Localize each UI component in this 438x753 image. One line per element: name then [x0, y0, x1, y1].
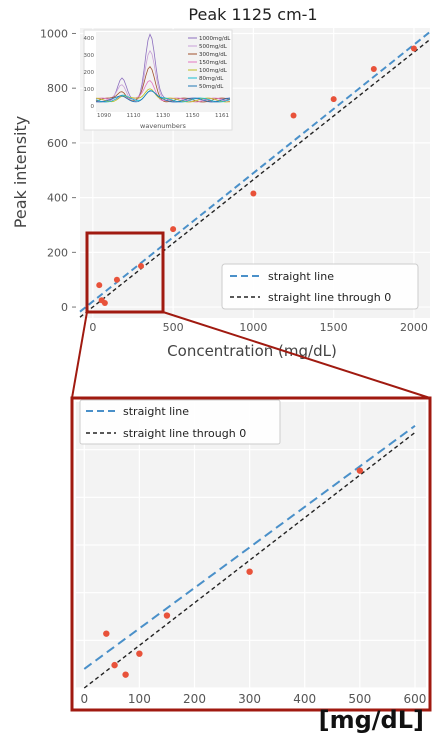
zoom-tick-labels: 0 100 200 300 400 500 600 — [80, 692, 426, 706]
inset-tick-labels: 1090 1110 1130 1150 1161 400 300 200 100 0 — [84, 36, 230, 119]
zoom-connector-left — [71, 311, 88, 399]
main-y-tick-label: 800 — [47, 82, 68, 95]
main-legend-label-through-zero: straight line through 0 — [268, 291, 391, 304]
inset-y-tick-label: 0 — [91, 104, 95, 110]
zoom-data-point — [136, 650, 143, 657]
inset-x-tick-label: 1161 — [215, 113, 229, 119]
main-data-point — [250, 190, 257, 197]
inset-legend-label: 150mg/dL — [199, 60, 228, 66]
zoom-legend: straight line straight line through 0 — [79, 399, 281, 445]
main-data-points — [96, 45, 417, 306]
inset-x-tick-label: 1090 — [97, 113, 111, 119]
zoom-fit-lines — [83, 425, 416, 689]
main-straight-line — [79, 31, 431, 313]
inset-spectrum-curve — [95, 90, 231, 103]
zoom-x-tick-label: 400 — [293, 692, 316, 706]
inset-legend: 1000mg/dL 500mg/dL 300mg/dL 150mg/dL 100mg/d… — [188, 36, 231, 90]
inset-x-tick-label: 1150 — [186, 113, 200, 119]
inset-spectrum-curve — [95, 90, 231, 103]
main-x-tick-label: 0 — [89, 321, 96, 334]
main-y-tick-label: 1000 — [40, 27, 68, 40]
zoom-data-point — [246, 568, 253, 575]
inset-spectrum-curve — [95, 33, 231, 103]
main-data-point — [410, 45, 417, 52]
inset-legend-label: 1000mg/dL — [199, 36, 231, 42]
zoom-unit-label: [mg/dL] — [318, 706, 424, 734]
main-x-axis-label: Concentration (mg/dL) — [167, 342, 337, 360]
inset-legend-label: 80mg/dL — [199, 76, 224, 82]
main-data-point — [170, 226, 177, 233]
inset-legend-label: 500mg/dL — [199, 44, 228, 50]
main-y-tick-label: 600 — [47, 137, 68, 150]
zoom-data-point — [163, 612, 171, 619]
inset-y-tick-label: 100 — [84, 87, 95, 93]
main-line-through-zero — [79, 38, 431, 318]
main-x-tick-label: 2000 — [400, 321, 428, 334]
main-data-point — [370, 66, 377, 73]
main-data-point — [96, 282, 103, 289]
inset-x-tick-label: 1110 — [127, 113, 141, 119]
main-x-tick-label: 1500 — [320, 321, 348, 334]
main-fit-lines — [79, 31, 431, 318]
inset-legend-label: 100mg/dL — [199, 68, 228, 74]
inset-legend-label: 300mg/dL — [199, 52, 228, 58]
zoom-data-point — [111, 661, 118, 669]
zoom-highlight-box — [85, 231, 165, 314]
main-x-tick-label: 500 — [163, 321, 184, 334]
zoom-data-point — [122, 671, 129, 678]
zoom-straight-line — [83, 425, 416, 670]
inset-y-tick-label: 300 — [84, 53, 95, 59]
inset-legend-label: 50mg/dL — [199, 84, 224, 90]
zoom-grid — [76, 402, 426, 689]
main-legend: straight line straight line through 0 — [221, 263, 419, 310]
inset-x-tick-label: 1130 — [156, 113, 170, 119]
zoom-x-tick-label: 200 — [183, 692, 206, 706]
zoom-data-point — [356, 467, 364, 474]
main-y-tick-label: 200 — [47, 246, 68, 259]
zoom-x-tick-label: 300 — [238, 692, 261, 706]
main-y-tick-label: 0 — [61, 301, 68, 314]
zoom-x-tick-label: 600 — [404, 692, 427, 706]
inset-spectrum-plot: 1090 1110 1130 1150 1161 400 300 200 100 0 1000mg… — [83, 29, 233, 131]
main-data-point — [113, 276, 120, 283]
main-x-tick-label: 1000 — [239, 321, 267, 334]
main-data-point — [101, 299, 108, 306]
zoom-x-tick-label: 100 — [128, 692, 151, 706]
zoom-x-tick-label: 500 — [348, 692, 371, 706]
inset-x-axis-label: wavenumbers — [140, 122, 187, 130]
zoom-connector-right — [162, 311, 431, 399]
zoom-legend-label-through-zero: straight line through 0 — [123, 427, 246, 440]
main-y-axis-label: Peak intensity — [11, 116, 30, 228]
zoom-data-point — [103, 630, 110, 637]
main-data-point — [290, 112, 297, 119]
main-y-tick-label: 400 — [47, 192, 68, 205]
inset-y-tick-label: 400 — [84, 36, 95, 42]
inset-y-tick-label: 200 — [84, 70, 95, 76]
main-data-point — [138, 263, 145, 270]
inset-spectra — [95, 33, 231, 103]
main-legend-label-straight-line: straight line — [268, 270, 334, 283]
zoom-legend-label-straight-line: straight line — [123, 405, 189, 418]
main-data-point — [330, 96, 337, 103]
zoom-data-points — [103, 467, 364, 678]
main-chart-title: Peak 1125 cm-1 — [188, 5, 317, 24]
zoom-x-tick-label: 0 — [80, 692, 88, 706]
